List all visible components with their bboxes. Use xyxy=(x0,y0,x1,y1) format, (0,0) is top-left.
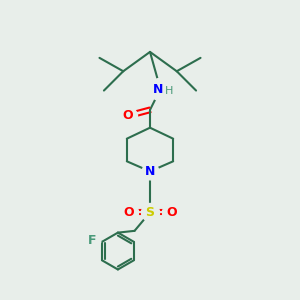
Text: O: O xyxy=(123,206,134,219)
Text: N: N xyxy=(145,165,155,178)
Text: S: S xyxy=(146,206,154,219)
Text: H: H xyxy=(164,86,173,96)
Text: O: O xyxy=(122,109,133,122)
Text: O: O xyxy=(166,206,177,219)
Text: N: N xyxy=(153,82,163,96)
Text: F: F xyxy=(88,234,97,247)
